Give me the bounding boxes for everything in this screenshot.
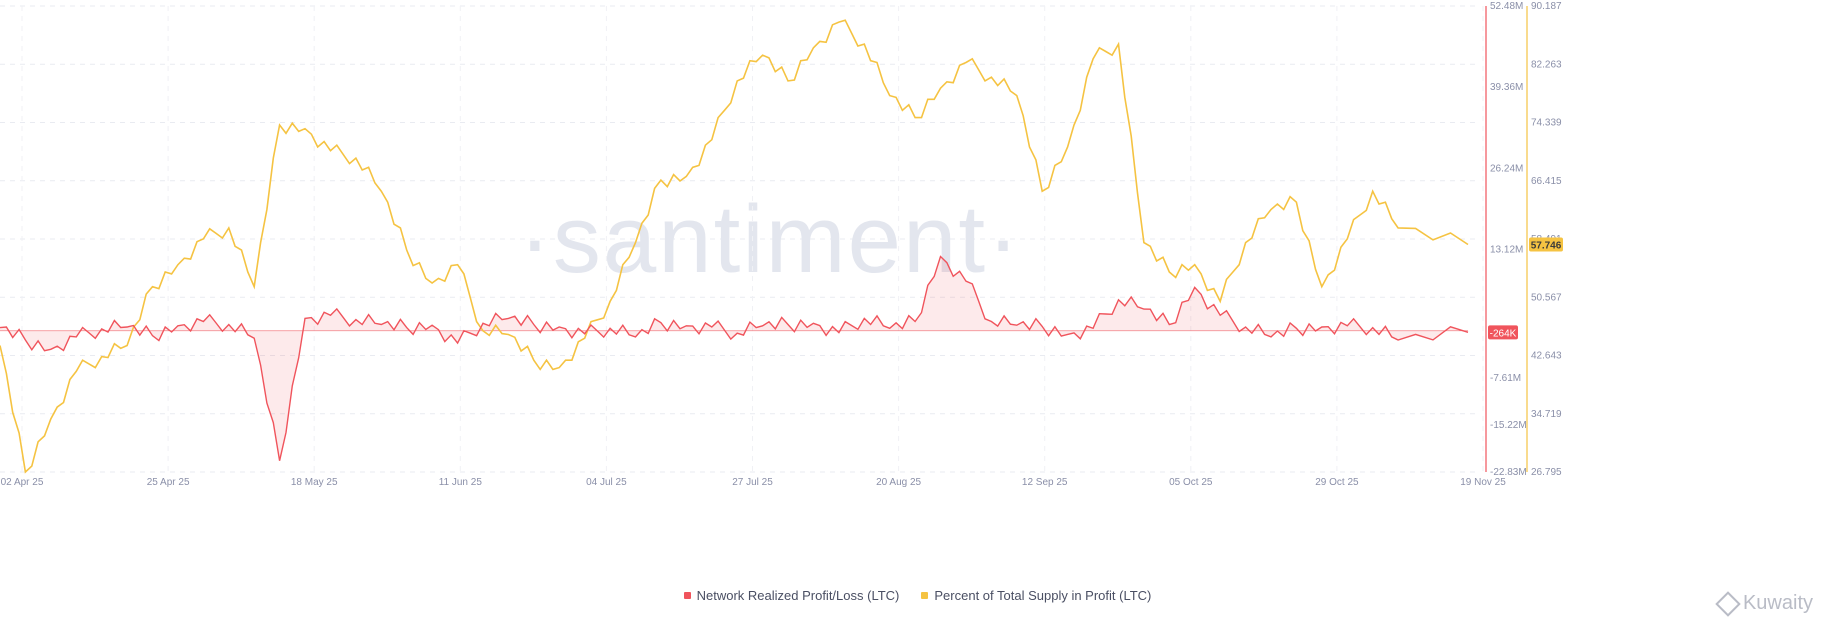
legend-label-profit-loss: Network Realized Profit/Loss (LTC) [696,588,900,603]
x-tick-label: 20 Aug 25 [876,477,921,488]
right-tick-label: 90.187 [1531,1,1562,12]
right-tick-label: 50.567 [1531,292,1562,303]
brand-watermark: Kuwaity [1715,590,1813,617]
x-tick-label: 02 Apr 25 [1,477,44,488]
x-axis-ticks: 02 Apr 25 25 Apr 25 18 May 25 11 Jun 25 04 J… [1,477,1507,488]
x-tick-label: 27 Jul 25 [732,477,773,488]
right-tick-label: 42.643 [1531,351,1562,362]
chart: ·santiment· 52.48M 39.36M 26.24M 13.12M -7.6… [0,1,1563,488]
profit-loss-line [0,255,1469,461]
right-tick-label: 34.719 [1531,409,1562,420]
supply-last-value: 57.746 [1531,240,1562,251]
left-tick-label: -7.61M [1490,373,1521,384]
left-tick-label: 26.24M [1490,163,1523,174]
legend-swatch-profit-loss [683,592,691,599]
x-tick-label: 05 Oct 25 [1169,477,1213,488]
legend-item-profit-loss[interactable]: Network Realized Profit/Loss (LTC) [683,588,900,603]
last-value-badges: -264K 57.746 [1488,237,1563,340]
supply-last-badge [1529,237,1563,252]
watermark: ·santiment· [519,186,1021,293]
legend: Network Realized Profit/Loss (LTC) Perce… [0,588,1835,603]
x-tick-label: 12 Sep 25 [1022,477,1068,488]
x-tick-label: 11 Jun 25 [439,477,483,488]
profit-loss-fill [0,256,1468,461]
kuwaity-logo-icon [1715,590,1741,617]
legend-label-supply-in-profit: Percent of Total Supply in Profit (LTC) [934,588,1152,603]
x-tick-label: 25 Apr 25 [147,477,190,488]
x-tick-label: 19 Nov 25 [1460,477,1506,488]
brand-text: Kuwaity [1742,592,1813,614]
left-tick-label: -15.22M [1490,420,1527,431]
legend-swatch-supply-in-profit [921,592,929,599]
gridlines [0,5,1476,473]
x-tick-label: 04 Jul 25 [586,477,627,488]
right-tick-label: 26.795 [1531,467,1562,478]
supply-in-profit-line [0,19,1469,474]
x-tick-label: 29 Oct 25 [1315,477,1359,488]
right-tick-label: 82.263 [1531,59,1562,70]
profit-loss-last-badge [1488,325,1518,340]
right-tick-label: 74.339 [1531,118,1562,129]
profit-loss-last-value: -264K [1490,328,1517,339]
right-tick-label: 66.415 [1531,176,1562,187]
left-tick-label: 13.12M [1490,245,1523,256]
legend-item-supply-in-profit[interactable]: Percent of Total Supply in Profit (LTC) [921,588,1151,603]
left-tick-label: -22.83M [1490,467,1527,478]
left-tick-label: 52.48M [1490,1,1523,12]
x-tick-label: 18 May 25 [291,477,338,488]
left-axis-ticks: 52.48M 39.36M 26.24M 13.12M -7.61M -15.22M -22… [1490,1,1527,478]
left-tick-label: 39.36M [1490,82,1523,93]
